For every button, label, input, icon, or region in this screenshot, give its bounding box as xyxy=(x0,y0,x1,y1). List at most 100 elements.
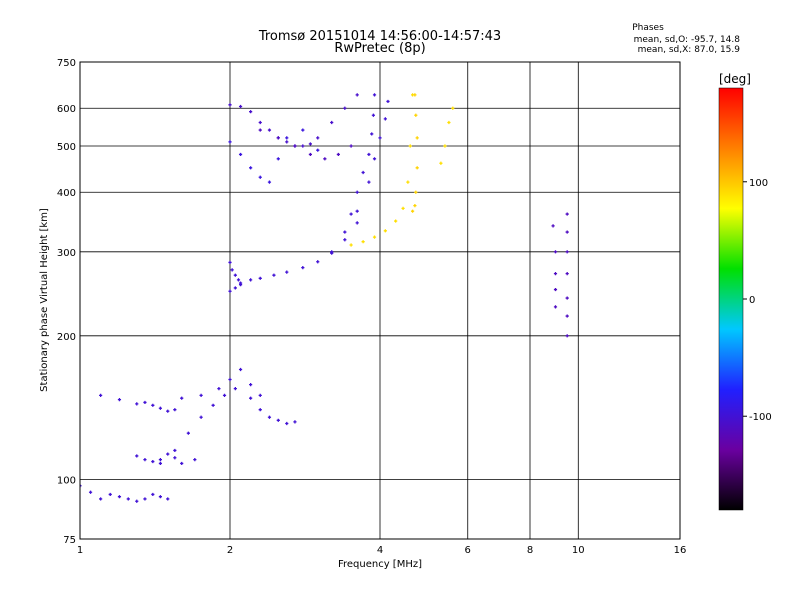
data-point xyxy=(408,144,412,148)
data-point xyxy=(343,230,347,234)
data-point xyxy=(199,415,203,419)
data-point xyxy=(158,495,163,499)
y-tick-label: 100 xyxy=(57,475,76,486)
data-point xyxy=(413,203,417,208)
data-point xyxy=(316,136,320,140)
data-point xyxy=(386,99,390,104)
data-point xyxy=(285,136,289,140)
data-point xyxy=(228,377,232,382)
data-point xyxy=(233,286,237,290)
data-point xyxy=(410,209,415,213)
y-tick-label: 75 xyxy=(63,535,76,546)
data-point xyxy=(349,243,353,247)
data-point xyxy=(372,235,377,239)
data-point xyxy=(414,113,418,117)
data-point xyxy=(361,170,365,175)
x-tick-label: 16 xyxy=(674,545,687,556)
y-tick-labels: 75 100 200 300 400 500 600 750 xyxy=(57,58,76,546)
data-point xyxy=(355,93,359,97)
data-point xyxy=(308,142,313,146)
data-point xyxy=(199,393,203,398)
data-point xyxy=(80,484,82,488)
data-point xyxy=(565,334,569,338)
data-point xyxy=(117,495,122,499)
data-point xyxy=(238,281,243,285)
y-tick-label: 300 xyxy=(57,248,76,259)
data-point xyxy=(166,452,170,456)
data-point xyxy=(249,278,253,282)
data-point xyxy=(88,490,93,494)
data-point xyxy=(565,212,569,216)
x-tick-label: 1 xyxy=(77,545,83,556)
data-point xyxy=(267,128,272,132)
data-point xyxy=(553,272,558,276)
stats-x-mode: mean, sd,X: 87.0, 15.9 xyxy=(638,45,741,55)
x-tick-labels: 1 2 4 6 8 10 16 xyxy=(77,545,687,556)
data-point xyxy=(401,206,405,210)
data-point xyxy=(238,367,243,372)
stats-heading: Phases xyxy=(632,23,664,33)
data-point xyxy=(180,461,184,466)
y-tick-label: 750 xyxy=(57,58,76,69)
data-point xyxy=(406,180,410,184)
data-point xyxy=(151,403,155,407)
data-point xyxy=(301,144,305,148)
data-point xyxy=(308,152,313,157)
data-point xyxy=(355,190,359,194)
data-point xyxy=(99,497,103,501)
colorbar-tick-label: 0 xyxy=(749,295,755,306)
data-point xyxy=(285,270,289,274)
plot-frame xyxy=(79,61,681,540)
data-point xyxy=(258,276,262,280)
data-point xyxy=(228,103,232,107)
data-point xyxy=(267,180,272,184)
data-point xyxy=(394,219,398,223)
data-point xyxy=(238,104,243,109)
data-point xyxy=(186,431,190,435)
data-point xyxy=(367,152,371,157)
data-point xyxy=(258,175,262,179)
data-point xyxy=(343,238,347,242)
data-point xyxy=(258,393,262,398)
data-point xyxy=(272,273,276,277)
colorbar-tick-label: -100 xyxy=(749,412,772,423)
data-point xyxy=(447,120,451,125)
data-point xyxy=(249,383,253,387)
data-point xyxy=(349,144,353,148)
y-tick-label: 600 xyxy=(57,104,76,115)
data-point xyxy=(383,229,387,233)
data-point xyxy=(443,144,447,148)
x-tick-label: 8 xyxy=(527,545,533,556)
x-tick-label: 6 xyxy=(465,545,471,556)
data-point xyxy=(233,273,237,277)
data-point xyxy=(414,190,418,194)
data-points xyxy=(80,93,569,503)
data-point xyxy=(285,421,289,426)
data-point xyxy=(343,106,347,110)
colorbar-ticks: 100 0 -100 xyxy=(743,178,772,423)
data-point xyxy=(301,265,305,270)
data-point xyxy=(180,396,184,400)
data-point xyxy=(293,144,297,148)
data-point xyxy=(415,136,419,140)
data-point xyxy=(267,415,272,419)
data-point xyxy=(151,459,155,464)
data-point xyxy=(233,387,237,391)
data-point xyxy=(135,454,139,458)
data-point xyxy=(565,272,569,276)
x-tick-label: 4 xyxy=(377,545,383,556)
data-point xyxy=(158,461,163,466)
data-point xyxy=(349,212,353,216)
colorbar-tick-label: 100 xyxy=(749,178,768,189)
x-tick-label: 2 xyxy=(227,545,233,556)
data-point xyxy=(228,260,232,265)
data-point xyxy=(301,128,305,132)
data-point xyxy=(228,140,232,144)
data-point xyxy=(361,240,365,244)
data-point xyxy=(143,458,147,462)
data-point xyxy=(323,157,327,161)
data-point xyxy=(553,250,558,254)
y-tick-label: 400 xyxy=(57,188,76,199)
data-point xyxy=(117,397,122,402)
data-point xyxy=(553,287,558,292)
